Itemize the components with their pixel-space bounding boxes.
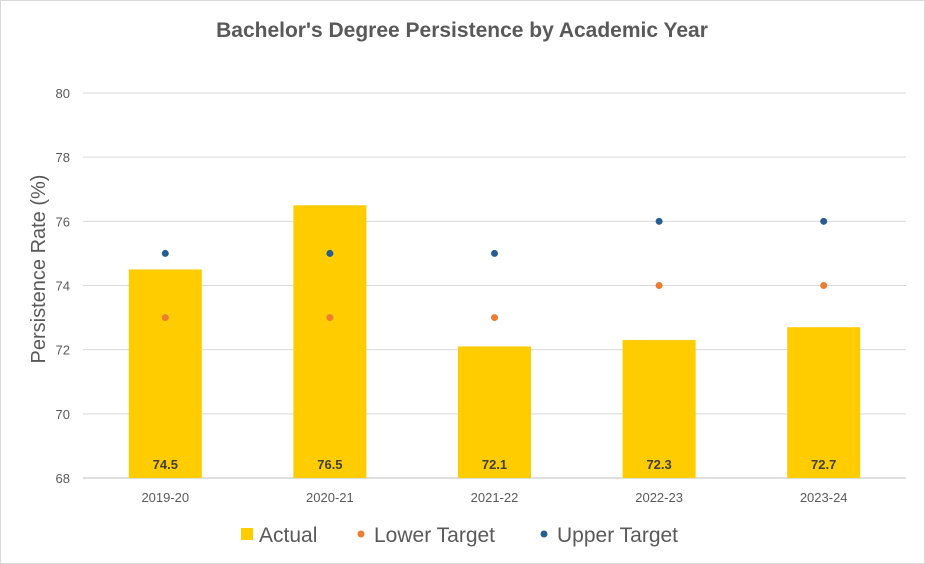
legend: Actual Lower Target Upper Target	[241, 524, 678, 547]
y-tick-label: 76	[56, 214, 70, 229]
y-tick-labels: 68 70 72 74 76 78 80	[56, 86, 70, 486]
lower-target-point	[820, 282, 828, 289]
upper-target-point	[655, 217, 663, 225]
bar-2021-22	[458, 346, 531, 478]
bar-value-label: 76.5	[317, 457, 342, 472]
y-axis-label: Persistence Rate (%)	[28, 175, 50, 364]
bar-value-label: 74.5	[153, 457, 178, 472]
y-tick-label: 72	[56, 343, 70, 358]
lower-target-point	[655, 282, 663, 289]
x-tick-label: 2023-24	[800, 490, 848, 505]
x-tick-label: 2021-22	[471, 490, 519, 505]
target-points	[161, 217, 828, 322]
data-labels: 74.5 76.5 72.1 72.3 72.7	[153, 457, 837, 472]
upper-target-point	[820, 217, 828, 225]
x-tick-label: 2022-23	[635, 490, 683, 505]
x-tick-label: 2019-20	[141, 490, 189, 505]
y-tick-label: 80	[56, 86, 70, 101]
bar-2020-21	[293, 205, 367, 478]
bar-2019-20	[128, 269, 202, 478]
legend-swatch-upper-target	[540, 530, 548, 538]
upper-target-point	[161, 249, 169, 257]
bar-value-label: 72.3	[646, 457, 671, 472]
y-tick-label: 68	[56, 471, 70, 486]
legend-swatch-actual	[241, 528, 253, 540]
y-tick-label: 74	[56, 279, 70, 294]
lower-target-point	[326, 314, 334, 322]
y-tick-label: 78	[56, 150, 70, 165]
upper-target-point	[326, 249, 334, 257]
y-tick-label: 70	[56, 407, 70, 422]
legend-label: Lower Target	[374, 524, 495, 547]
legend-swatch-lower-target	[357, 530, 365, 538]
lower-target-point	[491, 314, 498, 322]
x-tick-labels: 2019-20 2020-21 2021-22 2022-23 2023-24	[141, 490, 847, 505]
x-tick-label: 2020-21	[306, 490, 354, 505]
bars	[128, 205, 861, 478]
legend-label: Upper Target	[557, 524, 678, 547]
lower-target-point	[161, 314, 169, 322]
bar-value-label: 72.1	[482, 457, 507, 472]
bar-2022-23	[622, 340, 696, 478]
bar-value-label: 72.7	[811, 457, 836, 472]
upper-target-point	[491, 249, 498, 257]
bar-2023-24	[787, 327, 861, 478]
chart-title: Bachelor's Degree Persistence by Academi…	[216, 19, 708, 42]
legend-label: Actual	[259, 524, 317, 547]
